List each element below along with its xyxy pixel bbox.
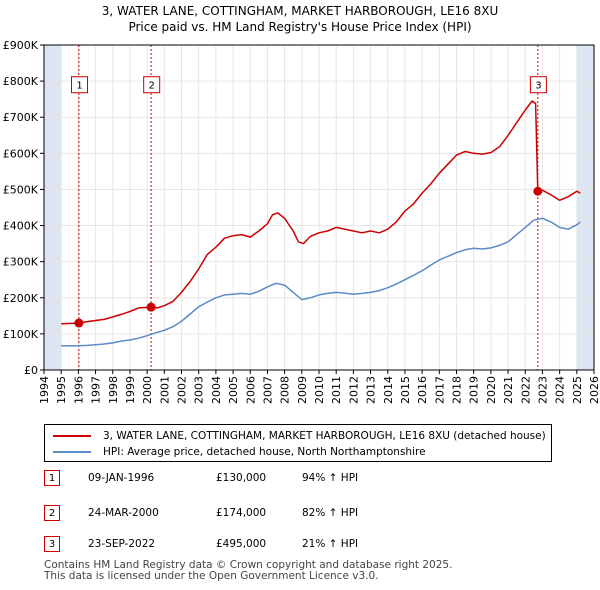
sale-hpi-change: 21% ↑ HPI (302, 538, 359, 550)
x-tick-label: 2015 (399, 376, 412, 404)
x-tick-label: 2000 (141, 376, 154, 404)
legend-label-hpi: HPI: Average price, detached house, Nort… (103, 446, 426, 458)
x-tick-label: 2003 (193, 376, 206, 404)
sale-hpi-change: 82% ↑ HPI (302, 507, 359, 519)
sale-label-box (529, 76, 547, 94)
sale-label-box (143, 76, 161, 94)
x-tick-label: 2017 (433, 376, 446, 404)
projection-shade (576, 45, 594, 370)
sale-price: £495,000 (216, 538, 267, 550)
sale-hpi-change: 94% ↑ HPI (302, 472, 359, 484)
x-tick-label: 1996 (72, 376, 85, 404)
sale-label-text: 2 (149, 81, 155, 92)
legend-item-property: 3, WATER LANE, COTTINGHAM, MARKET HARBOR… (53, 428, 546, 444)
legend-item-hpi: HPI: Average price, detached house, Nort… (53, 444, 426, 460)
footer-license: This data is licensed under the Open Gov… (44, 570, 379, 582)
x-tick-label: 2013 (365, 376, 378, 404)
sale-label-text: 1 (76, 81, 82, 92)
sale-number-badge: 1 (44, 470, 60, 486)
x-tick-label: 1995 (55, 376, 68, 404)
x-tick-label: 2016 (416, 376, 429, 404)
legend: 3, WATER LANE, COTTINGHAM, MARKET HARBOR… (44, 424, 552, 462)
hpi-series-line (61, 217, 581, 347)
chart-title-line-1: 3, WATER LANE, COTTINGHAM, MARKET HARBOR… (101, 4, 499, 18)
x-tick-label: 2011 (330, 376, 343, 404)
sale-number-badge: 3 (44, 536, 60, 552)
x-tick-label: 2010 (313, 376, 326, 404)
sale-label-box (71, 76, 88, 94)
sale-number-badge: 2 (44, 505, 60, 521)
sale-date: 24-MAR-2000 (88, 507, 159, 519)
x-tick-label: 2021 (502, 376, 515, 404)
x-tick-label: 2019 (468, 376, 481, 404)
sale-price: £174,000 (216, 507, 267, 519)
y-tick-label: £900K (3, 39, 39, 52)
x-tick-label: 2001 (158, 376, 171, 404)
x-tick-label: 2020 (485, 376, 498, 404)
y-tick-label: £400K (3, 220, 39, 233)
sale-point (533, 186, 543, 196)
x-tick-label: 2024 (554, 376, 567, 404)
x-tick-label: 1998 (107, 376, 120, 404)
y-tick-label: £700K (3, 111, 39, 124)
x-tick-label: 2026 (588, 376, 600, 404)
x-tick-label: 2002 (176, 376, 189, 404)
legend-swatch-property (53, 435, 91, 437)
sale-date: 23-SEP-2022 (88, 538, 156, 550)
sale-label-text: 3 (535, 81, 541, 92)
x-tick-label: 2022 (519, 376, 532, 404)
x-tick-label: 2012 (347, 376, 360, 404)
y-tick-label: £200K (3, 292, 39, 305)
x-tick-label: 2009 (296, 376, 309, 404)
x-tick-label: 1999 (124, 376, 137, 404)
x-tick-label: 2005 (227, 376, 240, 404)
y-tick-label: £600K (3, 147, 39, 160)
x-tick-label: 1994 (38, 376, 51, 404)
price-chart: 1 2 3 1994 1995 1996 1997 1998 1999 2000 2001 2002… (3, 39, 600, 404)
sale-point (146, 302, 156, 312)
y-tick-label: £500K (3, 183, 39, 196)
x-tick-label: 2018 (451, 376, 464, 404)
chart-title: 3, WATER LANE, COTTINGHAM, MARKET HARBOR… (0, 3, 600, 35)
x-tick-label: 2023 (536, 376, 549, 404)
footer-copyright: Contains HM Land Registry data © Crown c… (44, 559, 453, 571)
x-tick-label: 2006 (244, 376, 257, 404)
x-tick-label: 2008 (279, 376, 292, 404)
x-tick-label: 1997 (90, 376, 103, 404)
y-tick-label: £800K (3, 75, 39, 88)
legend-label-property: 3, WATER LANE, COTTINGHAM, MARKET HARBOR… (103, 430, 546, 442)
legend-swatch-hpi (53, 451, 91, 453)
footer: Contains HM Land Registry data © Crown c… (44, 560, 452, 582)
projection-shade (44, 45, 62, 370)
chart-title-line-2: Price paid vs. HM Land Registry's House … (128, 20, 472, 34)
property-series-line (61, 100, 581, 325)
y-tick-label: £100K (3, 328, 39, 341)
x-tick-label: 2004 (210, 376, 223, 404)
x-tick-label: 2007 (261, 376, 274, 404)
sale-date: 09-JAN-1996 (88, 472, 155, 484)
y-tick-label: £0 (24, 364, 38, 377)
sale-price: £130,000 (216, 472, 267, 484)
y-tick-label: £300K (3, 256, 39, 269)
x-tick-label: 2025 (571, 376, 584, 404)
x-tick-label: 2014 (382, 376, 395, 404)
sale-point (74, 318, 84, 328)
